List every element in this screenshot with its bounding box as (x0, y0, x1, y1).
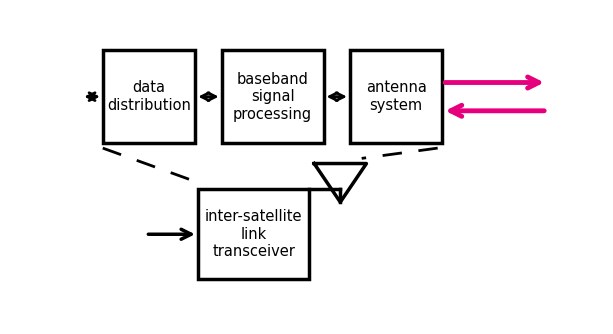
Text: antenna
system: antenna system (366, 80, 427, 113)
FancyBboxPatch shape (221, 50, 324, 143)
Text: data
distribution: data distribution (107, 80, 191, 113)
Text: inter-satellite
link
transceiver: inter-satellite link transceiver (205, 209, 302, 259)
FancyBboxPatch shape (103, 50, 196, 143)
FancyBboxPatch shape (350, 50, 443, 143)
Text: baseband
signal
processing: baseband signal processing (233, 72, 312, 122)
FancyBboxPatch shape (198, 189, 310, 279)
